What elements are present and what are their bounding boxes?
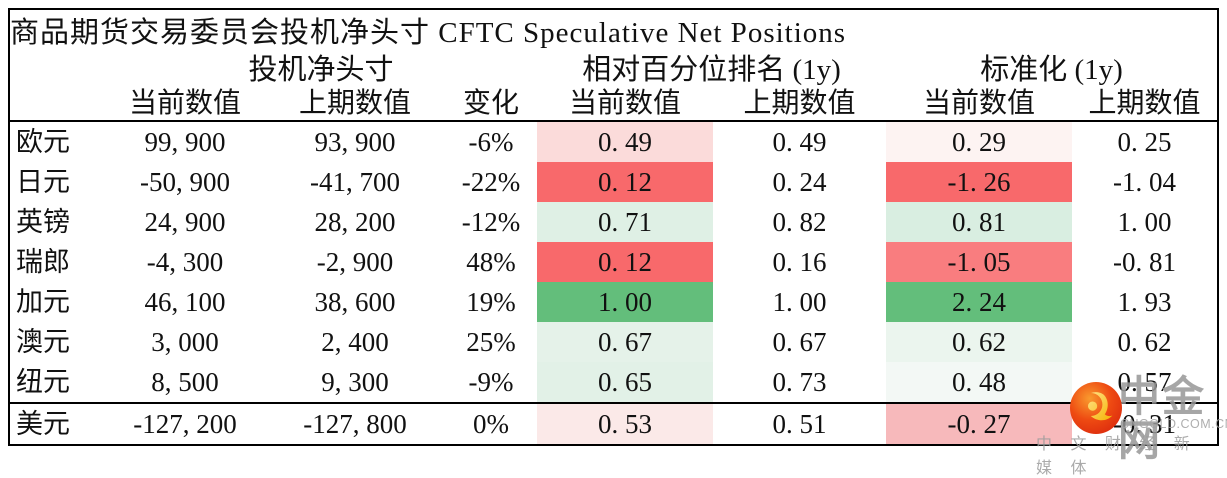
group-percentile-rank-1y: 相对百分位排名 (1y)	[582, 54, 841, 86]
cell-std-current: 0. 48	[886, 362, 1072, 402]
table-row-gbp: 英镑 24, 900 28, 200 -12% 0. 71 0. 82 0. 8…	[10, 202, 1217, 242]
cell-change: -22%	[461, 167, 521, 197]
cell-spec-current: 8, 500	[151, 367, 219, 397]
cell-spec-current: 99, 900	[144, 127, 226, 157]
cell-std-previous: -0. 81	[1113, 247, 1176, 277]
cell-pct-previous: 0. 24	[772, 167, 827, 197]
header-pct-previous: 上期数值	[743, 88, 856, 119]
currency-label: 瑞郎	[16, 247, 70, 277]
table-row-nzd: 纽元 8, 500 9, 300 -9% 0. 65 0. 73 0. 48 0…	[10, 362, 1217, 402]
cell-std-previous: -0. 31	[1113, 409, 1176, 439]
cell-pct-previous: 0. 82	[772, 207, 827, 237]
cell-spec-current: 46, 100	[144, 287, 226, 317]
table-row-cad: 加元 46, 100 38, 600 19% 1. 00 1. 00 2. 24…	[10, 282, 1217, 322]
cell-pct-current: 1. 00	[537, 282, 713, 322]
sub-header-row: 当前数值 上期数值 变化 当前数值 上期数值 当前数值 上期数值	[10, 89, 1217, 122]
column-group-row: 投机净头寸 相对百分位排名 (1y) 标准化 (1y)	[10, 52, 1217, 89]
currency-label: 澳元	[16, 327, 70, 357]
header-change: 变化	[462, 88, 519, 119]
cell-change: -6%	[468, 127, 514, 157]
currency-label: 欧元	[16, 127, 70, 157]
cell-change: -12%	[461, 207, 521, 237]
cell-pct-current: 0. 12	[537, 162, 713, 202]
cell-std-current: -1. 26	[886, 162, 1072, 202]
table-title: 商品期货交易委员会投机净头寸 CFTC Speculative Net Posi…	[10, 17, 847, 49]
header-std-previous: 上期数值	[1088, 88, 1201, 119]
cell-pct-current: 0. 71	[537, 202, 713, 242]
table-row-eur: 欧元 99, 900 93, 900 -6% 0. 49 0. 49 0. 29…	[10, 122, 1217, 162]
cell-pct-current: 0. 12	[537, 242, 713, 282]
cell-pct-previous: 0. 51	[772, 409, 827, 439]
cell-pct-previous: 0. 16	[772, 247, 827, 277]
table-row-chf: 瑞郎 -4, 300 -2, 900 48% 0. 12 0. 16 -1. 0…	[10, 242, 1217, 282]
table-row-usd: 美元 -127, 200 -127, 800 0% 0. 53 0. 51 -0…	[10, 402, 1217, 444]
cell-std-current: 0. 81	[886, 202, 1072, 242]
cell-spec-current: 24, 900	[144, 207, 226, 237]
cell-spec-previous: 9, 300	[321, 367, 389, 397]
currency-label: 加元	[16, 287, 70, 317]
cell-spec-current: -4, 300	[146, 247, 224, 277]
table-row-aud: 澳元 3, 000 2, 400 25% 0. 67 0. 67 0. 62 0…	[10, 322, 1217, 362]
cell-spec-previous: -2, 900	[316, 247, 394, 277]
cell-std-previous: -1. 04	[1113, 167, 1176, 197]
cell-spec-current: -50, 900	[140, 167, 230, 197]
cell-pct-current: 0. 49	[537, 122, 713, 162]
cell-change: 48%	[466, 247, 516, 277]
cell-change: 25%	[466, 327, 516, 357]
cell-std-previous: 1. 93	[1117, 287, 1172, 317]
cell-spec-previous: 93, 900	[314, 127, 396, 157]
cell-change: -9%	[468, 367, 514, 397]
cell-std-previous: 0. 57	[1117, 367, 1172, 397]
cell-pct-previous: 0. 73	[772, 367, 827, 397]
cell-spec-previous: 38, 600	[314, 287, 396, 317]
cell-std-current: 0. 62	[886, 322, 1072, 362]
currency-label: 美元	[16, 409, 70, 439]
cell-change: 19%	[466, 287, 516, 317]
cell-pct-current: 0. 65	[537, 362, 713, 402]
group-standardized-1y: 标准化 (1y)	[980, 54, 1123, 86]
cell-pct-previous: 0. 67	[772, 327, 827, 357]
cell-spec-previous: 28, 200	[314, 207, 396, 237]
cell-std-current: 2. 24	[886, 282, 1072, 322]
cell-pct-current: 0. 67	[537, 322, 713, 362]
header-spec-current: 当前数值	[128, 88, 241, 119]
cell-spec-previous: -41, 700	[310, 167, 400, 197]
cell-std-previous: 0. 25	[1117, 127, 1172, 157]
header-pct-current: 当前数值	[568, 88, 681, 119]
cell-spec-current: 3, 000	[151, 327, 219, 357]
cell-std-previous: 0. 62	[1117, 327, 1172, 357]
currency-label: 日元	[16, 167, 70, 197]
group-spec-net-positions: 投机净头寸	[248, 54, 394, 86]
header-spec-previous: 上期数值	[298, 88, 411, 119]
cell-change: 0%	[473, 409, 509, 439]
header-currency-blank	[10, 89, 105, 120]
cell-std-current: 0. 29	[886, 122, 1072, 162]
header-std-current: 当前数值	[922, 88, 1035, 119]
cell-std-previous: 1. 00	[1117, 207, 1172, 237]
cell-pct-previous: 0. 49	[772, 127, 827, 157]
cell-pct-previous: 1. 00	[772, 287, 827, 317]
table-row-jpy: 日元 -50, 900 -41, 700 -22% 0. 12 0. 24 -1…	[10, 162, 1217, 202]
currency-label: 英镑	[16, 207, 70, 237]
currency-label: 纽元	[16, 367, 70, 397]
cell-std-current: -0. 27	[886, 404, 1072, 444]
cell-spec-current: -127, 200	[133, 409, 237, 439]
cell-spec-previous: -127, 800	[303, 409, 407, 439]
cell-pct-current: 0. 53	[537, 404, 713, 444]
cell-std-current: -1. 05	[886, 242, 1072, 282]
cell-spec-previous: 2, 400	[321, 327, 389, 357]
cftc-positions-table: 商品期货交易委员会投机净头寸 CFTC Speculative Net Posi…	[8, 8, 1219, 446]
